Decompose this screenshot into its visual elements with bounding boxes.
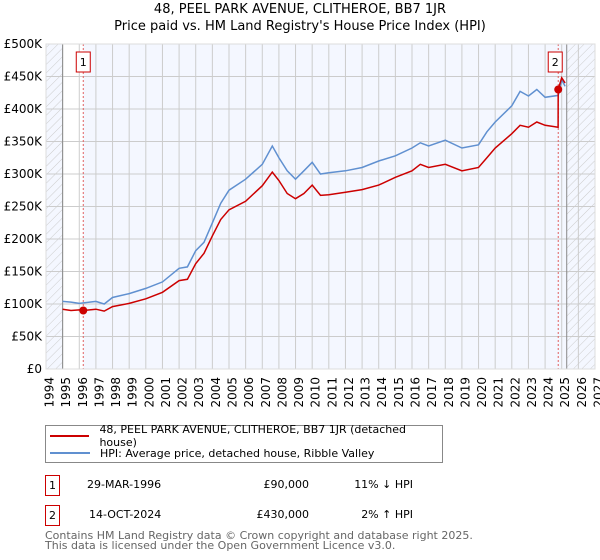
y-tick-label: £400K	[4, 102, 44, 116]
legend-label-property: 48, PEEL PARK AVENUE, CLITHEROE, BB7 1JR…	[99, 423, 406, 449]
x-tick-label: 1999	[126, 377, 140, 408]
x-tick-label: 2000	[142, 377, 156, 408]
x-tick-label: 2002	[176, 377, 190, 408]
x-tick-label: 2009	[292, 377, 306, 408]
legend-item-hpi: HPI: Average price, detached house, Ribb…	[50, 445, 374, 461]
x-tick-label: 1996	[76, 377, 90, 408]
sale-annotation-box	[547, 51, 563, 73]
x-tick-label: 2016	[409, 377, 423, 408]
legend-item-property: 48, PEEL PARK AVENUE, CLITHEROE, BB7 1JR…	[50, 423, 442, 449]
x-tick-label: 2023	[525, 377, 539, 408]
transaction-date: 14-OCT-2024	[89, 508, 162, 521]
sale-annotation-label: 1	[80, 56, 87, 69]
x-tick-label: 2022	[508, 377, 522, 408]
y-tick-label: £500K	[4, 37, 44, 51]
x-tick-label: 2020	[475, 377, 489, 408]
legend-red-line	[50, 435, 90, 437]
y-tick-label: £350K	[4, 135, 44, 149]
x-tick-label: 2010	[309, 377, 323, 408]
y-tick-label: £200K	[4, 232, 44, 246]
x-tick-label: 2015	[392, 377, 406, 408]
transaction-date: 29-MAR-1996	[87, 478, 162, 491]
x-tick-label: 2019	[458, 377, 472, 408]
x-tick-label: 2017	[425, 377, 439, 408]
transaction-hpi: 2% ↑ HPI	[361, 508, 413, 521]
x-tick-label: 2026	[575, 377, 589, 408]
footer-copyright: Contains HM Land Registry data © Crown c…	[45, 529, 473, 542]
x-tick-label: 2027	[592, 377, 600, 408]
x-tick-label: 2014	[375, 377, 389, 408]
y-tick-label: £0	[27, 362, 42, 376]
transaction-badge: 1	[45, 475, 60, 496]
property-series-line	[62, 76, 566, 312]
transaction-hpi: 11% ↓ HPI	[354, 478, 413, 491]
transaction-price: £90,000	[263, 478, 310, 491]
x-tick-label: 1994	[43, 377, 57, 408]
x-tick-label: 1997	[92, 377, 106, 408]
x-tick-label: 1998	[109, 377, 123, 408]
sale-point	[554, 85, 563, 94]
x-tick-label: 2018	[442, 377, 456, 408]
y-tick-label: £250K	[4, 200, 44, 214]
x-tick-label: 2006	[242, 377, 256, 408]
x-tick-label: 2001	[159, 377, 173, 408]
sale-point	[79, 306, 88, 315]
chart-title: 48, PEEL PARK AVENUE, CLITHEROE, BB7 1JR	[153, 2, 447, 17]
price-chart: 1994 1995 1996 1997 1998 1999 2000 2001 2002 2003…	[4, 37, 600, 408]
sale-annotation-label: 2	[552, 56, 559, 69]
x-tick-label: 2004	[209, 377, 223, 408]
chart-subtitle: Price paid vs. HM Land Registry's House …	[114, 19, 486, 34]
y-tick-label: £450K	[4, 70, 44, 84]
hpi-series-line	[62, 77, 566, 305]
x-tick-label: 2007	[259, 377, 273, 408]
legend-blue-line	[50, 452, 90, 454]
y-tick-label: £100K	[4, 297, 44, 311]
transaction-row: 1 29-MAR-1996 £90,000 11% ↓ HPI	[45, 475, 445, 496]
footer: Contains HM Land Registry data © Crown c…	[45, 529, 473, 552]
transaction-row: 2 14-OCT-2024 £430,000 2% ↑ HPI	[45, 505, 445, 526]
x-tick-label: 2025	[558, 377, 572, 408]
plot-border	[45, 43, 596, 370]
x-tick-label: 2021	[492, 377, 506, 408]
y-tick-label: £50K	[11, 330, 43, 344]
x-tick-label: 2024	[542, 377, 556, 408]
transaction-price: £430,000	[256, 508, 310, 521]
footer-licence: This data is licensed under the Open Gov…	[45, 539, 396, 552]
sale-annotation-box	[75, 51, 91, 73]
x-tick-label: 2003	[192, 377, 206, 408]
x-tick-label: 2005	[226, 377, 240, 408]
x-tick-label: 2008	[275, 377, 289, 408]
x-tick-label: 2012	[342, 377, 356, 408]
transaction-badge: 2	[45, 505, 60, 526]
legend: 48, PEEL PARK AVENUE, CLITHEROE, BB7 1JR…	[45, 423, 443, 463]
legend-label-hpi: HPI: Average price, detached house, Ribb…	[100, 446, 375, 460]
y-tick-label: £300K	[4, 167, 44, 181]
x-tick-label: 1995	[59, 377, 73, 408]
x-tick-label: 2011	[325, 377, 339, 408]
y-tick-label: £150K	[4, 265, 44, 279]
x-tick-label: 2013	[359, 377, 373, 408]
